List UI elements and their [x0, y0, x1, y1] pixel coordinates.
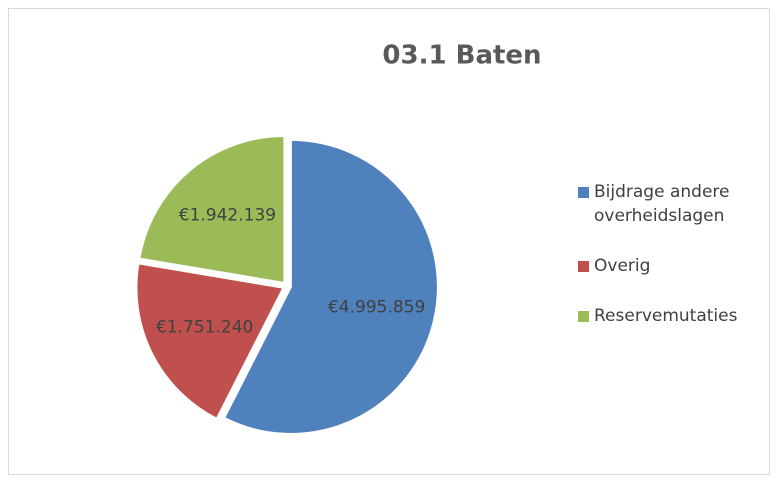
- legend-item: Reservemutaties: [578, 304, 768, 328]
- legend-swatch: [578, 311, 589, 322]
- pie-slice: [138, 134, 286, 285]
- legend-label: Reservemutaties: [594, 306, 738, 326]
- pie-slice: [222, 138, 439, 435]
- data-label: €4.995.859: [328, 298, 425, 318]
- legend-swatch: [578, 187, 589, 198]
- legend-swatch: [578, 261, 589, 272]
- legend-label: Bijdrage andere overheidslagen: [594, 182, 730, 226]
- data-label: €1.751.240: [156, 317, 253, 337]
- legend-label: Overig: [594, 256, 651, 276]
- legend: Bijdrage andere overheidslagen Overig Rese…: [578, 180, 768, 354]
- data-label: €1.942.139: [179, 206, 276, 226]
- pie-slice: [135, 262, 285, 421]
- chart-title: 03.1 Baten: [382, 41, 541, 71]
- legend-item: Bijdrage andere overheidslagen: [578, 180, 768, 228]
- legend-item: Overig: [578, 254, 768, 278]
